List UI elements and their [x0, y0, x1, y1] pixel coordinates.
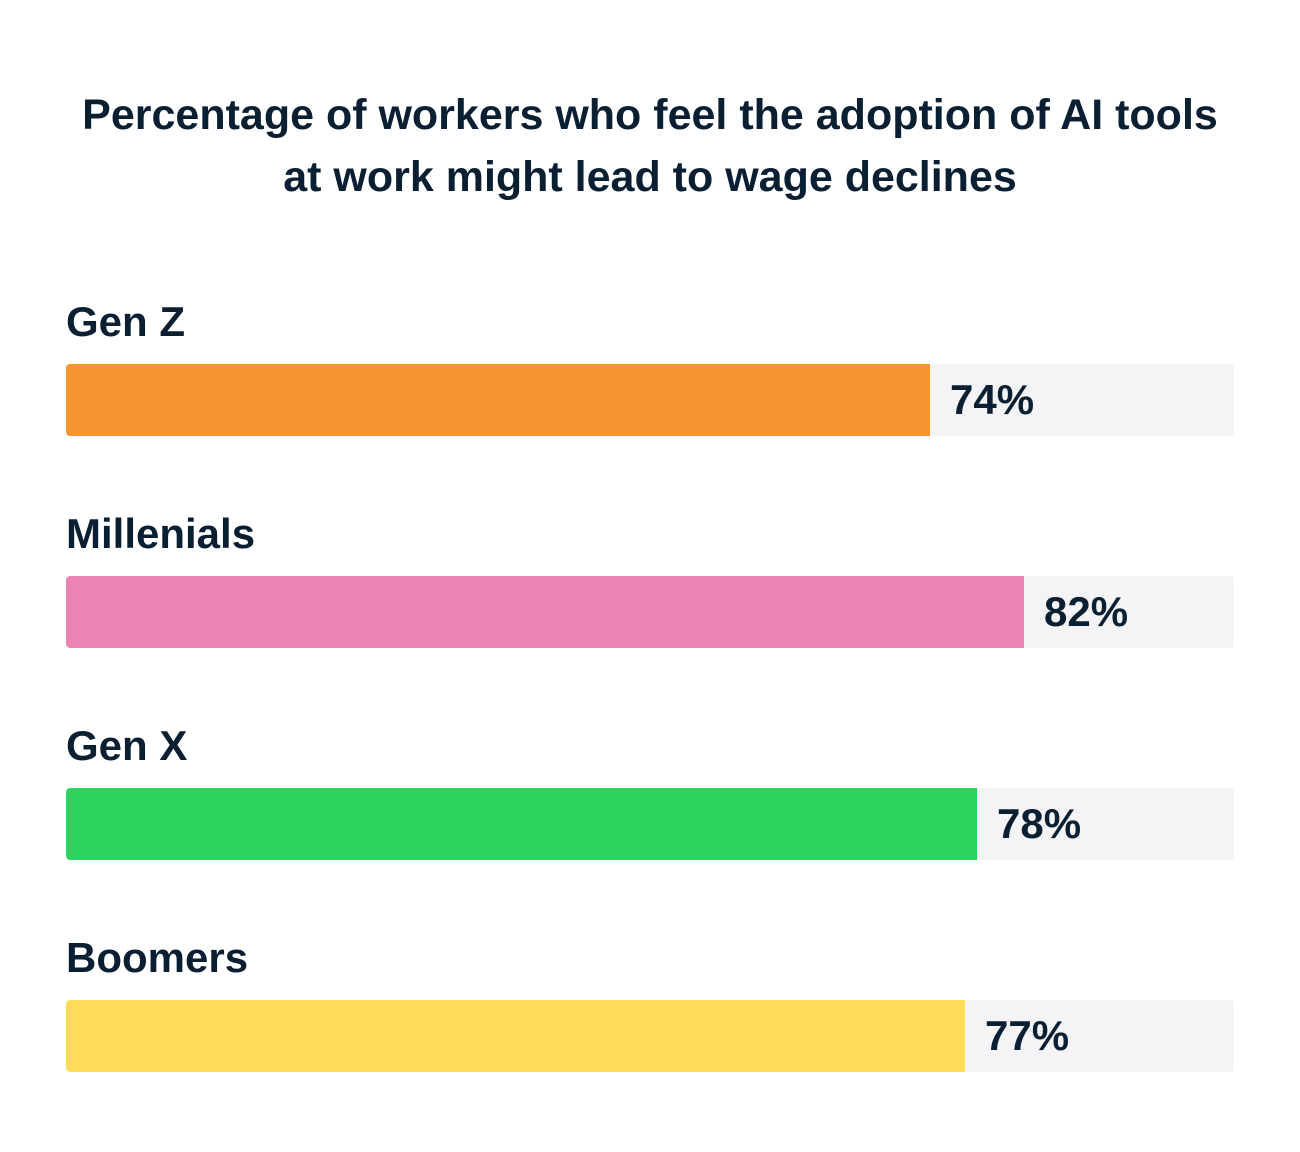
bar-row-boomers: Boomers 77% — [66, 926, 1234, 1138]
bar-row-gen-x: Gen X 78% — [66, 714, 1234, 926]
category-label: Gen X — [66, 722, 188, 769]
value-label: 78% — [997, 800, 1082, 847]
category-label: Gen Z — [66, 298, 186, 345]
bar-millenials — [66, 576, 1024, 648]
value-label: 77% — [985, 1012, 1070, 1059]
bar-row-millenials: Millenials 82% — [66, 502, 1234, 714]
bar-row-gen-z: Gen Z 74% — [66, 290, 1234, 502]
bar-boomers — [66, 1000, 965, 1072]
category-label: Millenials — [66, 510, 256, 557]
value-label: 82% — [1044, 588, 1129, 635]
bar-gen-x — [66, 788, 977, 860]
bar-track: 78% — [66, 788, 1234, 860]
bar-track: 82% — [66, 576, 1234, 648]
bar-rows: Gen Z 74% Millenials 82% Gen X 78% Boomers 77% — [66, 290, 1234, 1138]
chart-title: Percentage of workers who feel the adopt… — [82, 91, 1218, 201]
bar-track: 74% — [66, 364, 1234, 436]
bar-gen-z — [66, 364, 930, 436]
bar-track: 77% — [66, 1000, 1234, 1072]
category-label: Boomers — [66, 934, 249, 981]
value-label: 74% — [950, 376, 1035, 423]
